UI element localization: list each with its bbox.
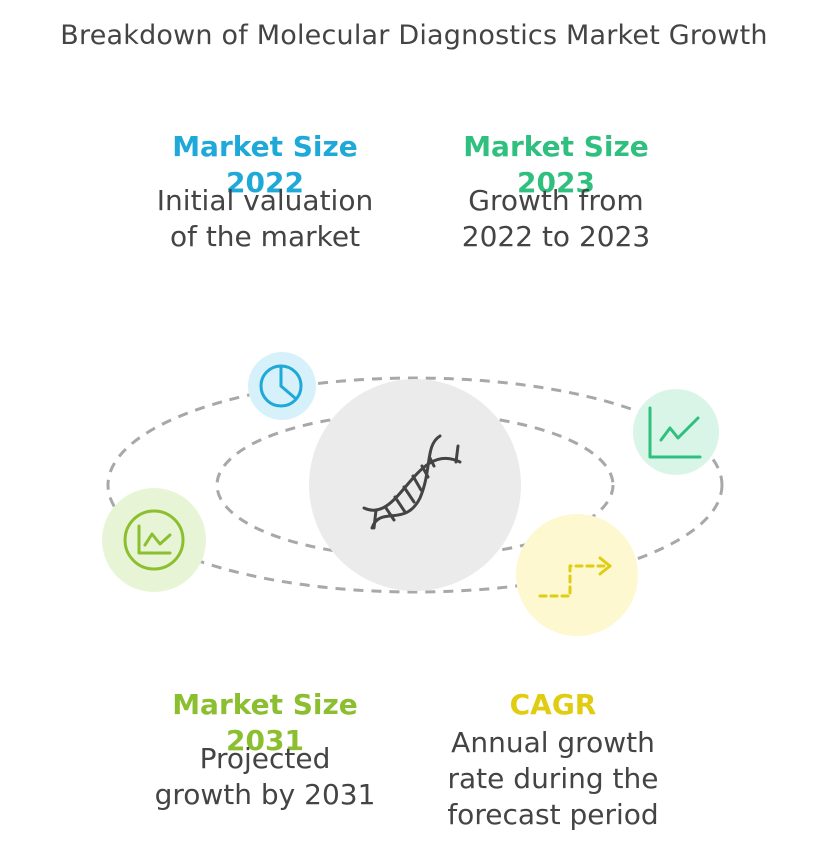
desc-line: Annual growth (451, 726, 655, 759)
heading-market-size-2031: Market Size 2031 (172, 688, 358, 757)
node-market-size-2022 (248, 352, 316, 420)
diagram-title: Breakdown of Molecular Diagnostics Marke… (60, 20, 768, 51)
desc-line: rate during the (447, 762, 659, 795)
desc-line: Growth from (468, 184, 644, 217)
trend-chart-icon (123, 509, 185, 571)
dna-icon (362, 434, 462, 530)
heading-cagr: CAGR (509, 688, 597, 721)
block-market-size-2023: Market Size 2023 Growth from 2022 to 202… (406, 129, 706, 255)
desc-line: forecast period (447, 798, 659, 831)
desc-line: growth by 2031 (154, 778, 376, 811)
node-market-size-2023 (633, 389, 719, 475)
clock-icon (259, 364, 303, 408)
outer-orbit (106, 376, 724, 594)
desc-market-size-2022: Initial valuation of the market (115, 183, 415, 255)
heading-market-size-2023: Market Size 2023 (463, 130, 649, 199)
desc-cagr: Annual growth rate during the forecast p… (403, 725, 703, 833)
desc-line: of the market (169, 220, 361, 253)
desc-line: Projected (199, 742, 331, 775)
node-cagr (516, 514, 638, 636)
node-market-size-2031 (102, 488, 206, 592)
center-node (309, 379, 521, 591)
dashed-arrow-icon (538, 564, 612, 598)
block-market-size-2031: Market Size 2031 Projected growth by 203… (115, 687, 415, 813)
desc-line: Initial valuation (156, 184, 374, 217)
block-market-size-2022: Market Size 2022 Initial valuation of th… (115, 129, 415, 255)
block-cagr: CAGR Annual growth rate during the forec… (403, 687, 703, 833)
desc-market-size-2031: Projected growth by 2031 (115, 741, 415, 813)
line-chart-icon (648, 406, 702, 459)
desc-market-size-2023: Growth from 2022 to 2023 (406, 183, 706, 255)
heading-market-size-2022: Market Size 2022 (172, 130, 358, 199)
desc-line: 2022 to 2023 (461, 220, 651, 253)
